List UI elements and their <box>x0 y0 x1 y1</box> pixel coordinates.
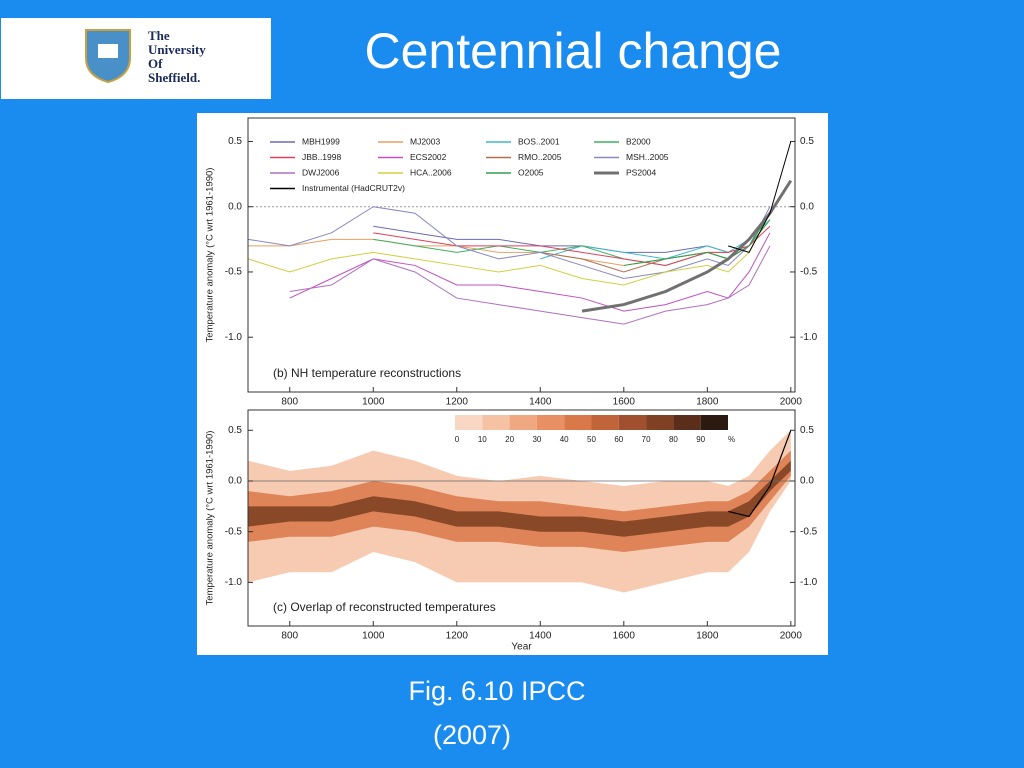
x-tick-label: 1400 <box>529 631 552 642</box>
x-tick-label: 1600 <box>613 631 636 642</box>
x-tick-label: 1000 <box>362 631 385 642</box>
colorbar-label: 70 <box>642 435 651 444</box>
y-tick-label: -1.0 <box>800 332 818 343</box>
legend-label: RMO..2005 <box>518 152 562 162</box>
legend-label: JBB..1998 <box>302 152 341 162</box>
legend-label: PS2004 <box>626 167 657 177</box>
series-line <box>373 225 771 266</box>
x-tick-label: 1200 <box>446 397 469 408</box>
series-line <box>247 213 771 286</box>
instrumental-line <box>728 430 792 518</box>
y-tick-label: 0.5 <box>228 425 242 436</box>
legend-label: HCA..2006 <box>410 167 452 177</box>
colorbar-cell <box>482 415 510 430</box>
series-line <box>289 232 771 312</box>
colorbar-label: 50 <box>587 435 596 444</box>
colorbar-cell <box>673 415 701 430</box>
y-tick-label: 0.5 <box>228 136 242 147</box>
y-tick-label: 0.0 <box>800 201 814 212</box>
series-line <box>581 179 793 313</box>
caption: (2007) <box>433 720 511 750</box>
x-tick-label: 2000 <box>780 397 803 408</box>
y-tick-label: -1.0 <box>225 332 243 343</box>
y-tick-label: 0.5 <box>800 425 814 436</box>
colorbar-label: 30 <box>532 435 541 444</box>
colorbar-cell <box>700 415 728 430</box>
legend-label: MJ2003 <box>410 136 441 146</box>
y-tick-label: -0.5 <box>800 526 818 537</box>
y-axis-label: Temperature anomaly (°C wrt 1961-1990) <box>205 168 216 343</box>
series-line <box>728 141 792 253</box>
logo-text: The <box>148 28 170 43</box>
colorbar-cell <box>509 415 537 430</box>
logo-box <box>1 18 271 99</box>
logo-text: Sheffield. <box>148 70 200 85</box>
colorbar-label: 90 <box>696 435 705 444</box>
caption: Fig. 6.10 IPCC <box>408 676 585 706</box>
series-line <box>623 212 771 266</box>
logo-book <box>98 44 118 58</box>
colorbar-cell <box>591 415 619 430</box>
series-line <box>289 245 771 325</box>
legend-label: Instrumental (HadCRUT2v) <box>302 183 405 193</box>
x-tick-label: 1400 <box>529 397 552 408</box>
legend-label: DWJ2006 <box>302 167 340 177</box>
colorbar-label: 0 <box>455 435 460 444</box>
y-tick-label: -0.5 <box>225 267 243 278</box>
slide-title: Centennial change <box>365 23 782 79</box>
colorbar-unit: % <box>728 435 735 444</box>
x-tick-label: 1200 <box>446 631 469 642</box>
x-tick-label: 2000 <box>780 631 803 642</box>
y-tick-label: 0.0 <box>800 476 814 487</box>
colorbar-cell <box>618 415 647 430</box>
x-tick-label: 1800 <box>696 397 719 408</box>
colorbar-label: 40 <box>560 435 569 444</box>
annotation: (b) NH temperature reconstructions <box>273 366 461 380</box>
y-tick-label: 0.0 <box>228 201 242 212</box>
colorbar-cell <box>536 415 565 430</box>
x-tick-label: 1600 <box>613 397 636 408</box>
y-tick-label: -0.5 <box>800 267 818 278</box>
y-tick-label: -1.0 <box>225 577 243 588</box>
logo-text: Of <box>148 56 163 71</box>
legend-label: B2000 <box>626 136 651 146</box>
y-tick-label: 0.0 <box>228 476 242 487</box>
annotation: (c) Overlap of reconstructed temperature… <box>273 600 496 614</box>
colorbar-cell <box>564 415 592 430</box>
colorbar-cell <box>455 415 483 430</box>
plot-frame <box>247 117 796 393</box>
legend-label: MBH1999 <box>302 136 340 146</box>
legend-label: BOS..2001 <box>518 136 560 146</box>
colorbar-cell <box>646 415 674 430</box>
y-tick-label: -1.0 <box>800 577 818 588</box>
colorbar-label: 10 <box>478 435 487 444</box>
x-tick-label: 1000 <box>362 397 385 408</box>
colorbar-label: 20 <box>505 435 514 444</box>
colorbar-label: 80 <box>669 435 678 444</box>
x-tick-label: 1800 <box>696 631 719 642</box>
x-axis-label: Year <box>511 642 532 653</box>
logo-text: University <box>148 42 206 57</box>
legend-label: MSH..2005 <box>626 152 669 162</box>
legend-label: ECS2002 <box>410 152 447 162</box>
x-tick-label: 800 <box>281 397 298 408</box>
legend-label: O2005 <box>518 167 544 177</box>
y-tick-label: 0.5 <box>800 136 814 147</box>
x-tick-label: 800 <box>281 631 298 642</box>
band <box>248 460 791 537</box>
colorbar-label: 60 <box>614 435 623 444</box>
y-axis-label: Temperature anomaly (°C wrt 1961-1990) <box>205 431 216 606</box>
plot-frame <box>247 409 796 627</box>
y-tick-label: -0.5 <box>225 526 243 537</box>
